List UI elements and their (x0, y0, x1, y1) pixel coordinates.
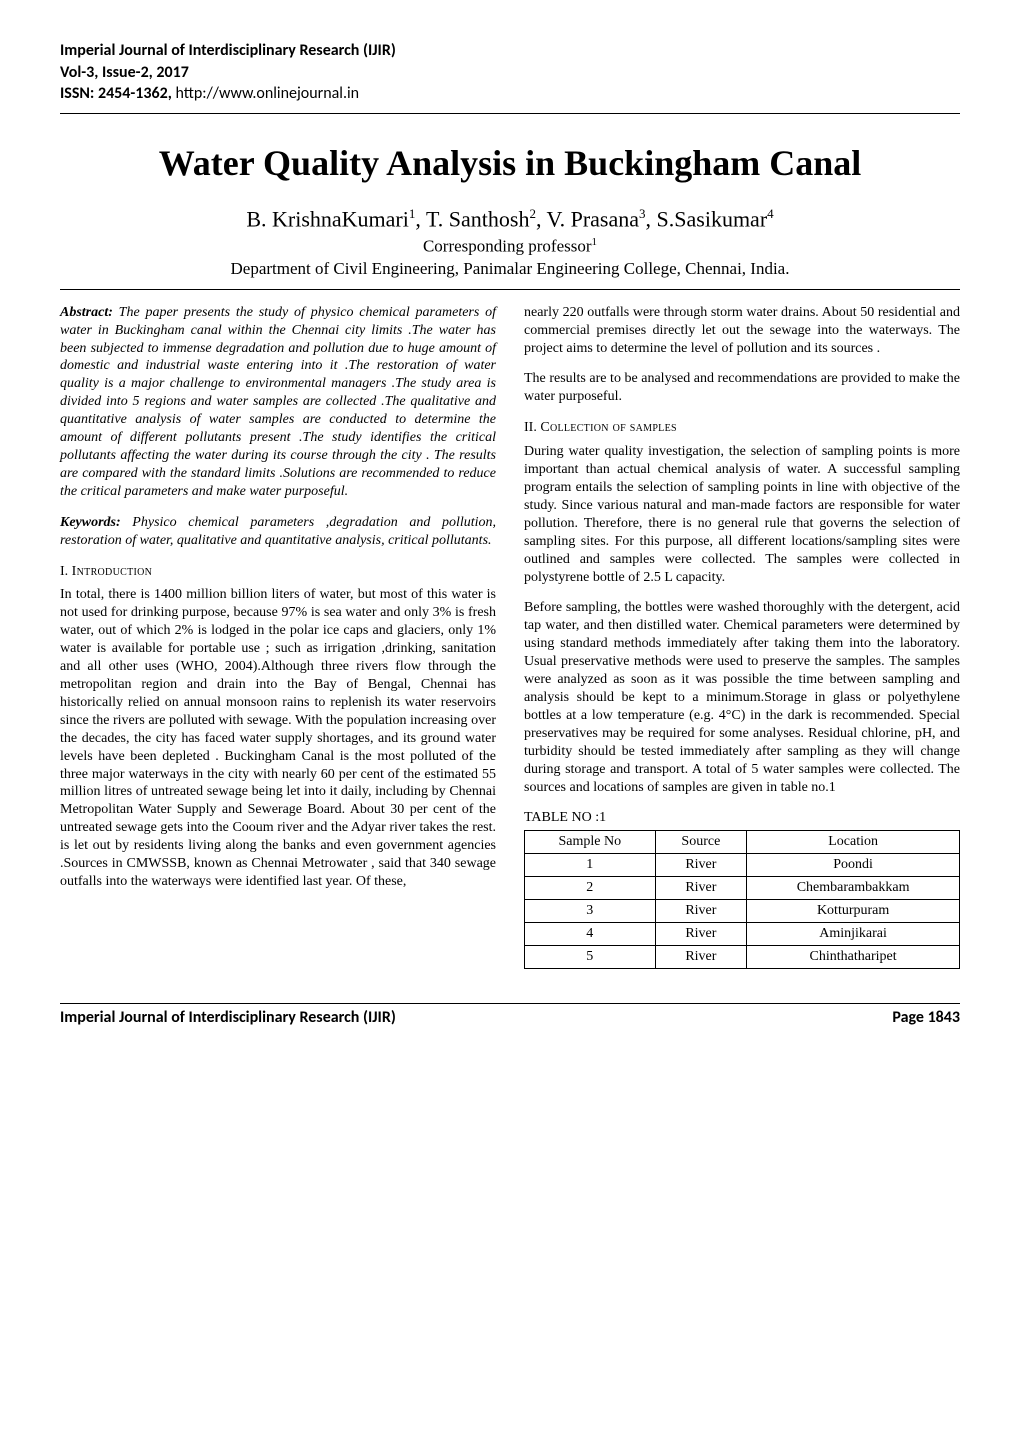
two-column-body: Abstract: The paper presents the study o… (60, 304, 960, 969)
header-rule (60, 113, 960, 114)
intro-body: In total, there is 1400 million billion … (60, 586, 496, 890)
th-sample-no: Sample No (525, 831, 656, 854)
intro-heading-text: Introduction (72, 564, 152, 579)
cell: Chembarambakkam (747, 877, 960, 900)
table-row: 4 River Aminjikarai (525, 922, 960, 945)
th-source: Source (655, 831, 747, 854)
journal-name: Imperial Journal of Interdisciplinary Re… (60, 40, 960, 62)
table-row: 3 River Kotturpuram (525, 900, 960, 923)
cell: 5 (525, 945, 656, 968)
footer-right: Page 1843 (892, 1008, 960, 1027)
abstract-label: Abstract: (60, 305, 113, 320)
cell: Kotturpuram (747, 900, 960, 923)
footer-left: Imperial Journal of Interdisciplinary Re… (60, 1008, 396, 1027)
table-header-row: Sample No Source Location (525, 831, 960, 854)
table-row: 2 River Chembarambakkam (525, 877, 960, 900)
corresponding-professor: Corresponding professor1 (60, 236, 960, 257)
cell: River (655, 877, 747, 900)
section-introduction-heading: I. Introduction (60, 563, 496, 581)
cell: 2 (525, 877, 656, 900)
cell: River (655, 854, 747, 877)
keywords-body: Physico chemical parameters ,degradation… (60, 515, 496, 548)
cell: 4 (525, 922, 656, 945)
cell: 1 (525, 854, 656, 877)
paper-title: Water Quality Analysis in Buckingham Can… (60, 142, 960, 184)
journal-issn-line: ISSN: 2454-1362, http://www.onlinejourna… (60, 83, 960, 105)
section-collection-heading: II. Collection of samples (524, 419, 960, 437)
right-column: nearly 220 outfalls were through storm w… (524, 304, 960, 969)
collection-roman: II. (524, 420, 537, 435)
issn-label: ISSN: 2454-1362, (60, 84, 172, 103)
right-p1: nearly 220 outfalls were through storm w… (524, 304, 960, 358)
page-footer: Imperial Journal of Interdisciplinary Re… (60, 1003, 960, 1027)
journal-url[interactable]: http://www.onlinejournal.in (175, 84, 359, 103)
cell: 3 (525, 900, 656, 923)
collection-p1: During water quality investigation, the … (524, 443, 960, 586)
cell: Chinthatharipet (747, 945, 960, 968)
keywords-paragraph: Keywords: Physico chemical parameters ,d… (60, 514, 496, 550)
keywords-label: Keywords: (60, 515, 121, 530)
collection-p2: Before sampling, the bottles were washed… (524, 599, 960, 796)
cell: River (655, 922, 747, 945)
collection-heading-text: Collection of samples (540, 420, 677, 435)
corresponding-text: Corresponding professor (423, 237, 592, 256)
journal-header: Imperial Journal of Interdisciplinary Re… (60, 40, 960, 105)
cell: Poondi (747, 854, 960, 877)
corresponding-sup: 1 (592, 236, 598, 248)
journal-vol: Vol-3, Issue-2, 2017 (60, 62, 960, 84)
title-rule (60, 289, 960, 290)
right-p2: The results are to be analysed and recom… (524, 370, 960, 406)
table-row: 1 River Poondi (525, 854, 960, 877)
cell: Aminjikarai (747, 922, 960, 945)
authors: B. KrishnaKumari1, T. Santhosh2, V. Pras… (60, 206, 960, 232)
cell: River (655, 945, 747, 968)
left-column: Abstract: The paper presents the study o… (60, 304, 496, 969)
sample-table: Sample No Source Location 1 River Poondi… (524, 830, 960, 968)
cell: River (655, 900, 747, 923)
abstract-paragraph: Abstract: The paper presents the study o… (60, 304, 496, 501)
intro-roman: I. (60, 564, 68, 579)
th-location: Location (747, 831, 960, 854)
table-row: 5 River Chinthatharipet (525, 945, 960, 968)
affiliation: Department of Civil Engineering, Panimal… (60, 259, 960, 279)
abstract-body: The paper presents the study of physico … (60, 305, 496, 499)
table-caption: TABLE NO :1 (524, 809, 960, 827)
